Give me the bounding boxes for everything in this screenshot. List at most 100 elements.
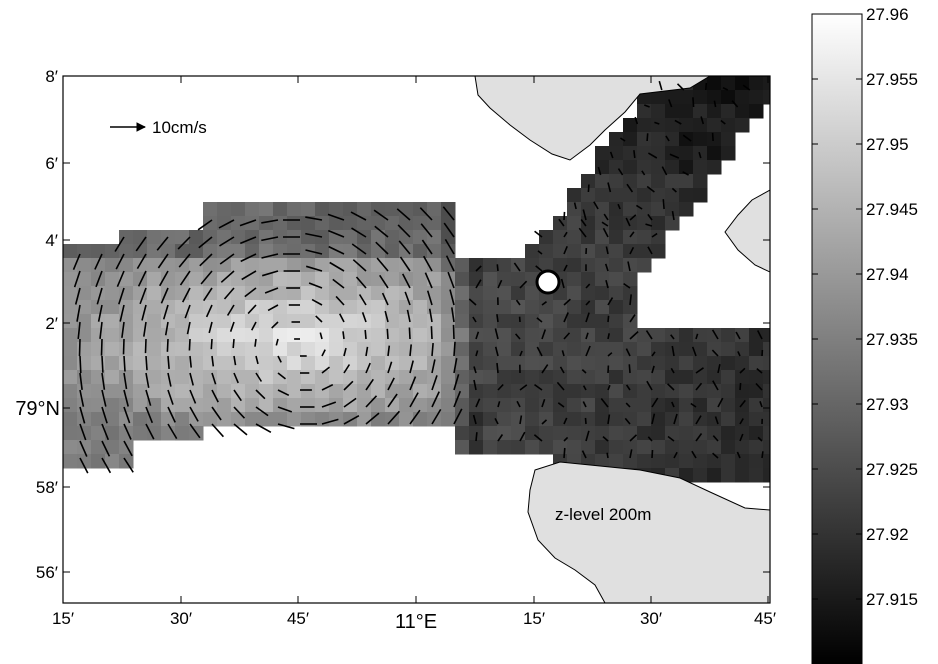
velocity-arrow — [343, 331, 344, 339]
field-cell — [665, 188, 680, 203]
field-cell — [483, 286, 498, 301]
field-cell — [259, 314, 274, 329]
field-cell — [371, 342, 386, 357]
field-cell — [623, 132, 638, 147]
field-cell — [105, 328, 120, 343]
colorbar-label: 27.95 — [866, 135, 909, 154]
field-cell — [553, 370, 568, 385]
field-cell — [259, 216, 274, 231]
field-cell — [693, 426, 708, 441]
field-cell — [679, 342, 694, 357]
field-cell — [749, 104, 764, 119]
z-level-label: z-level 200m — [555, 505, 651, 524]
field-cell — [553, 356, 568, 371]
velocity-arrow — [102, 339, 103, 356]
field-cell — [651, 174, 666, 189]
field-cell — [749, 412, 764, 427]
velocity-arrow — [588, 185, 589, 193]
colorbar: 27.9627.95527.9527.94527.9427.93527.9327… — [812, 5, 918, 664]
field-cell — [273, 202, 288, 217]
field-cell — [357, 286, 372, 301]
field-cell — [343, 230, 358, 245]
field-cell — [203, 342, 218, 357]
field-cell — [609, 454, 624, 469]
colorbar-label: 27.915 — [866, 590, 918, 609]
field-cell — [259, 356, 274, 371]
field-cell — [623, 244, 638, 259]
field-cell — [273, 356, 288, 371]
velocity-arrow — [740, 383, 741, 390]
field-cell — [721, 370, 736, 385]
field-cell — [693, 174, 708, 189]
field-cell — [665, 426, 680, 441]
x-tick-label: 45′ — [754, 609, 776, 628]
field-cell — [273, 314, 288, 329]
field-cell — [399, 370, 414, 385]
field-cell — [119, 244, 134, 259]
y-tick-label: 79°N — [15, 398, 60, 420]
field-cell — [637, 356, 652, 371]
y-tick-label: 56′ — [36, 563, 58, 582]
field-cell — [147, 286, 162, 301]
field-cell — [665, 174, 680, 189]
field-cell — [63, 370, 78, 385]
field-cell — [343, 216, 358, 231]
field-cell — [357, 398, 372, 413]
field-cell — [245, 272, 260, 287]
field-cell — [595, 146, 610, 161]
field-cell — [469, 286, 484, 301]
field-cell — [147, 342, 162, 357]
field-cell — [553, 342, 568, 357]
field-cell — [483, 356, 498, 371]
field-cell — [749, 440, 764, 455]
field-cell — [287, 370, 302, 385]
field-cell — [679, 146, 694, 161]
field-cell — [595, 300, 610, 315]
field-cell — [217, 356, 232, 371]
velocity-arrow — [663, 199, 664, 209]
field-cell — [357, 244, 372, 259]
field-cell — [217, 244, 232, 259]
field-cell — [483, 300, 498, 315]
field-cell — [175, 412, 190, 427]
field-cell — [665, 398, 680, 413]
field-cell — [483, 272, 498, 287]
field-cell — [413, 328, 428, 343]
field-cell — [707, 468, 722, 483]
field-cell — [175, 328, 190, 343]
field-cell — [413, 342, 428, 357]
field-cell — [567, 328, 582, 343]
field-cell — [245, 286, 260, 301]
field-cell — [539, 398, 554, 413]
field-cell — [525, 244, 540, 259]
field-cell — [679, 356, 694, 371]
field-cell — [399, 300, 414, 315]
field-cell — [231, 398, 246, 413]
field-cell — [567, 398, 582, 413]
field-cell — [665, 118, 680, 133]
field-cell — [287, 244, 302, 259]
field-cell — [525, 342, 540, 357]
field-cell — [189, 342, 204, 357]
field-cell — [427, 342, 442, 357]
field-cell — [455, 258, 470, 273]
field-cell — [567, 412, 582, 427]
field-cell — [217, 370, 232, 385]
field-cell — [721, 398, 736, 413]
field-cell — [287, 216, 302, 231]
field-cell — [287, 412, 302, 427]
field-cell — [301, 356, 316, 371]
field-cell — [623, 328, 638, 343]
field-cell — [245, 398, 260, 413]
field-cell — [301, 314, 316, 329]
field-cell — [595, 174, 610, 189]
field-cell — [175, 398, 190, 413]
field-cell — [91, 412, 106, 427]
field-cell — [679, 132, 694, 147]
field-cell — [315, 244, 330, 259]
field-cell — [679, 412, 694, 427]
field-cell — [539, 356, 554, 371]
field-cell — [231, 216, 246, 231]
field-cell — [525, 328, 540, 343]
field-cell — [679, 384, 694, 399]
